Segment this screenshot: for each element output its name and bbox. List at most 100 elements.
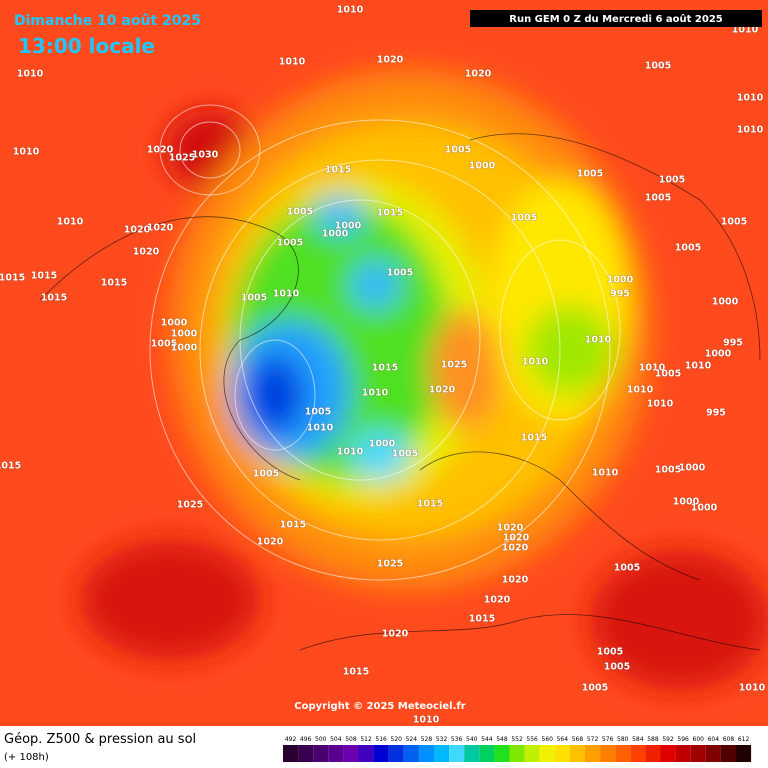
legend-title: Géop. Z500 & pression au sol	[4, 732, 196, 747]
isobar-label: 1010	[639, 363, 666, 374]
scale-label: 576	[602, 736, 614, 743]
isobar-label: 1010	[592, 468, 619, 479]
isobar-label: 1025	[169, 153, 195, 164]
isobar-label: 1010	[337, 5, 364, 16]
scale-swatch	[554, 745, 570, 762]
scale-label: 564	[557, 736, 569, 743]
scale-swatch	[645, 745, 661, 762]
isobar-label: 1005	[151, 339, 177, 350]
isobar-label: 1010	[627, 385, 654, 396]
isobar-label: 1010	[13, 147, 40, 158]
scale-swatch	[585, 745, 601, 762]
isobar-labels: 1010 1010 1010 1010 1020 1020 1005 1010 1010 1010…	[0, 4, 766, 726]
scale-swatch	[600, 745, 616, 762]
isobar-label: 1010	[273, 289, 300, 300]
scale-swatch	[358, 745, 374, 762]
isobar-label: 1010	[585, 335, 612, 346]
scale-label: 604	[708, 736, 720, 743]
scale-swatch	[736, 745, 752, 762]
scale-label: 496	[300, 736, 312, 743]
isobar-label: 1005	[387, 268, 413, 279]
isobar-label: 1005	[511, 213, 537, 224]
scale-swatch	[690, 745, 706, 762]
scale-label: 540	[466, 736, 478, 743]
isobar-label: 1000	[705, 349, 732, 360]
scale-label: 500	[315, 736, 327, 743]
isobar-label: 1005	[287, 207, 313, 218]
isobar-label: 1005	[675, 243, 701, 254]
scale-swatch	[615, 745, 631, 762]
isobar-label: 1005	[597, 647, 623, 658]
isobar-label: 1020	[147, 145, 174, 156]
isobar-label: 1020	[429, 385, 456, 396]
isobar-label: 1000	[607, 275, 634, 286]
isobar-label: 1000	[369, 439, 396, 450]
isobar-label: 1020	[382, 629, 409, 640]
isobar-label: 1015	[0, 273, 25, 284]
scale-swatch	[509, 745, 525, 762]
isobar-label: 1005	[241, 293, 267, 304]
isobar-label: 1010	[362, 388, 389, 399]
isobar-label: 1005	[582, 683, 608, 694]
scale-label: 524	[406, 736, 418, 743]
isobar-label: 1005	[721, 217, 747, 228]
isobar-label: 995	[723, 338, 743, 349]
scale-label: 588	[647, 736, 659, 743]
scale-label: 560	[542, 736, 554, 743]
isobar-label: 1010	[413, 715, 440, 726]
scale-label: 580	[617, 736, 629, 743]
scale-swatch	[720, 745, 736, 762]
isobar-label: 1020	[147, 223, 174, 234]
scale-swatch	[675, 745, 691, 762]
isobar-label: 1020	[465, 69, 492, 80]
date-label: Dimanche 10 août 2025	[14, 13, 201, 29]
run-box	[470, 10, 762, 27]
isobar-label: 1010	[279, 57, 306, 68]
scale-swatch	[283, 745, 299, 762]
scale-label: 572	[587, 736, 599, 743]
scale-label: 532	[436, 736, 448, 743]
scale-label: 536	[451, 736, 463, 743]
scale-swatch	[418, 745, 434, 762]
isobar-label: 1005	[655, 465, 681, 476]
isobar-label: 1020	[484, 595, 511, 606]
isobar-label: 1005	[277, 238, 303, 249]
isobar-label: 1020	[502, 543, 529, 554]
scale-swatch	[343, 745, 359, 762]
scale-label: 592	[662, 736, 674, 743]
scale-swatch	[373, 745, 389, 762]
scale-swatch	[539, 745, 555, 762]
isobar-label: 1000	[469, 161, 496, 172]
scale-label: 528	[421, 736, 433, 743]
isobar-label: 1000	[712, 297, 739, 308]
isobar-label: 1015	[101, 278, 127, 289]
scale-label: 548	[496, 736, 508, 743]
isobar-label: 1015	[521, 433, 547, 444]
isobar-label: 1000	[171, 329, 198, 340]
scale-swatch	[705, 745, 721, 762]
scale-swatch	[388, 745, 404, 762]
scale-label: 596	[677, 736, 689, 743]
isobar-label: 1010	[685, 361, 712, 372]
scale-swatch	[524, 745, 540, 762]
isobar-label: 1005	[305, 407, 331, 418]
isobar-label: 1015	[325, 165, 351, 176]
isobar-label: 1010	[307, 423, 334, 434]
isobar-label: 1015	[41, 293, 67, 304]
scale-label: 568	[572, 736, 584, 743]
isobar-label: 1010	[737, 125, 764, 136]
isobar-label: 1000	[322, 229, 349, 240]
isobar-label: 1000	[679, 463, 706, 474]
isobar-label: 1005	[577, 169, 603, 180]
scale-swatch	[630, 745, 646, 762]
color-scale: 492 496 500 504 508 512 516 520 524 528 532 536 540 5…	[283, 736, 752, 762]
isobar-label: 1000	[161, 318, 188, 329]
isobar-label: 1005	[253, 469, 279, 480]
scale-label: 600	[693, 736, 705, 743]
scale-swatch	[569, 745, 585, 762]
isobar-label: 1000	[691, 503, 718, 514]
isobar-label: 1000	[673, 497, 700, 508]
scale-swatch	[494, 745, 510, 762]
copyright: Copyright © 2025 Meteociel.fr	[294, 701, 465, 712]
scale-label: 544	[481, 736, 493, 743]
